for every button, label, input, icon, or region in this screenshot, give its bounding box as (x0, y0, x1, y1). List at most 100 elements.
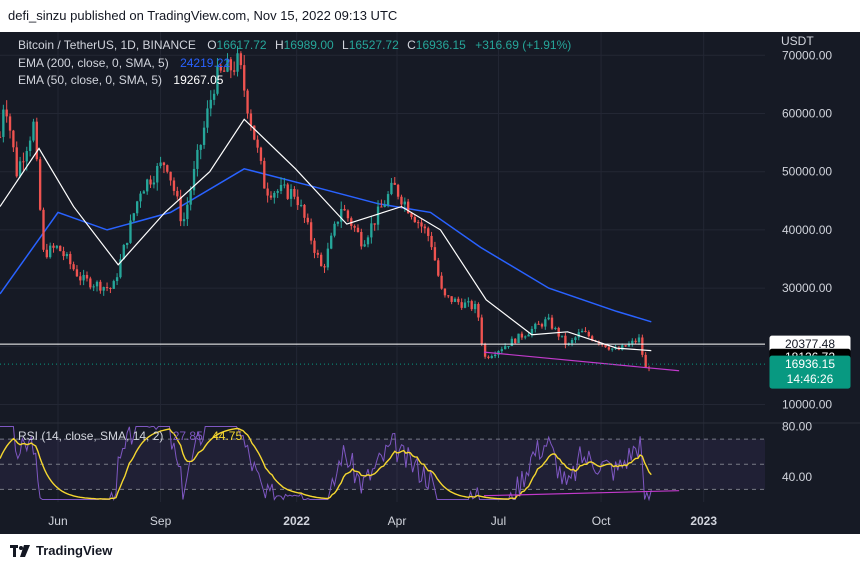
candle-body (266, 188, 269, 196)
ema200-layer (0, 167, 652, 323)
candle-body (534, 323, 537, 329)
candle-body (440, 275, 443, 289)
candle-body (239, 53, 243, 66)
price-tick-label: 30000.00 (782, 281, 832, 295)
candle-body (162, 162, 166, 166)
candle-body (38, 159, 42, 210)
candle-body (313, 240, 316, 253)
candle-body (5, 109, 8, 117)
candle-body (560, 335, 564, 337)
candle-body (22, 161, 25, 163)
candle-body (276, 190, 279, 193)
candle-body (330, 235, 333, 249)
candle-body (487, 356, 490, 358)
candle-body (564, 335, 567, 345)
symbol-label: Bitcoin / TetherUS, 1D, BINANCE (18, 38, 196, 52)
candle-body (273, 192, 276, 198)
candle-body (373, 223, 376, 225)
candle-body (293, 189, 296, 197)
rsi-ma-value: 44.75 (212, 429, 242, 443)
candle-body (467, 301, 470, 303)
candle-body (406, 201, 410, 214)
candle-body (340, 208, 343, 222)
open-value: 16617.72 (217, 38, 267, 52)
candle-body (32, 121, 35, 141)
candle-body (296, 196, 299, 206)
candle-body (79, 276, 82, 281)
candle-body (219, 65, 222, 71)
candle-body (611, 348, 614, 350)
candle-body (256, 139, 259, 148)
candle-body (186, 204, 189, 220)
candle-body (149, 179, 152, 185)
last-price-tag-box (769, 355, 851, 389)
candle-body (202, 127, 206, 145)
candle-body (209, 99, 212, 109)
candle-body (503, 346, 507, 350)
publisher-bar: defi_sinzu published on TradingView.com,… (0, 0, 860, 32)
candle-body (584, 330, 587, 332)
candle-body (92, 286, 95, 288)
candle-body (443, 288, 447, 296)
change-value: +316.69 (+1.91%) (475, 38, 571, 52)
candle-body (52, 245, 55, 248)
chart-svg[interactable]: 70000.00 60000.00 50000.00 40000.00 30000.00… (0, 32, 860, 534)
candle-body (146, 179, 149, 192)
candle-body (540, 324, 544, 327)
candle-body (517, 333, 520, 343)
candle-body (353, 225, 356, 228)
candle-body (370, 223, 373, 238)
candle-body (115, 277, 119, 282)
candle-body (497, 351, 500, 355)
time-tick-label: Oct (592, 514, 611, 528)
candle-body (333, 223, 336, 236)
candle-body (587, 331, 590, 337)
currency-label: USDT (781, 34, 814, 48)
candle-body (433, 247, 437, 261)
chart-area[interactable]: 70000.00 60000.00 50000.00 40000.00 30000.00… (0, 32, 860, 534)
candle-body (423, 226, 427, 229)
candle-body (386, 194, 390, 206)
rsi-trendline (483, 490, 680, 497)
ema200-line (0, 167, 652, 323)
candle-body (199, 144, 202, 150)
rsi-pane (0, 426, 765, 502)
candle-body (360, 231, 363, 247)
price-trendline (483, 351, 680, 372)
candle-body (614, 348, 617, 350)
candle-body (45, 249, 49, 258)
candle-body (604, 344, 607, 348)
candle-body (309, 222, 313, 241)
candle-body (25, 151, 28, 162)
candle-body (641, 337, 644, 355)
candle-body (463, 302, 467, 308)
candle-body (326, 248, 330, 268)
candle-body (42, 209, 45, 250)
publisher-text: defi_sinzu published on TradingView.com,… (8, 8, 398, 23)
rsi-tick-label: 80.00 (782, 420, 812, 434)
candle-body (346, 210, 350, 219)
candle-body (152, 182, 156, 185)
candle-body (28, 140, 32, 152)
candle-body (222, 70, 226, 72)
brand-text: TradingView (36, 543, 113, 558)
candle-body (206, 108, 209, 128)
candle-body (323, 266, 326, 268)
candle-body (236, 53, 239, 72)
tradingview-brand[interactable]: TradingView (10, 543, 112, 558)
legend-row-ema200: EMA (200, close, 0, SMA, 5) 24219.22 (18, 56, 230, 70)
rsi-legend: RSI (14, close, SMA, 14, 2) 27.85 44.75 (18, 429, 242, 443)
last-price-tag-countdown: 14:46:26 (787, 372, 834, 386)
ema200-label: EMA (200, close, 0, SMA, 5) (18, 56, 169, 70)
candle-body (644, 354, 647, 368)
candle-body (366, 237, 370, 245)
candle-body (112, 281, 115, 289)
candle-body (49, 245, 52, 258)
high-value: 16989.00 (284, 38, 334, 52)
candle-body (169, 171, 172, 181)
candle-body (570, 339, 574, 344)
candle-body (507, 346, 510, 348)
candle-body (55, 245, 59, 248)
candle-body (527, 334, 530, 337)
candle-body (420, 222, 423, 227)
